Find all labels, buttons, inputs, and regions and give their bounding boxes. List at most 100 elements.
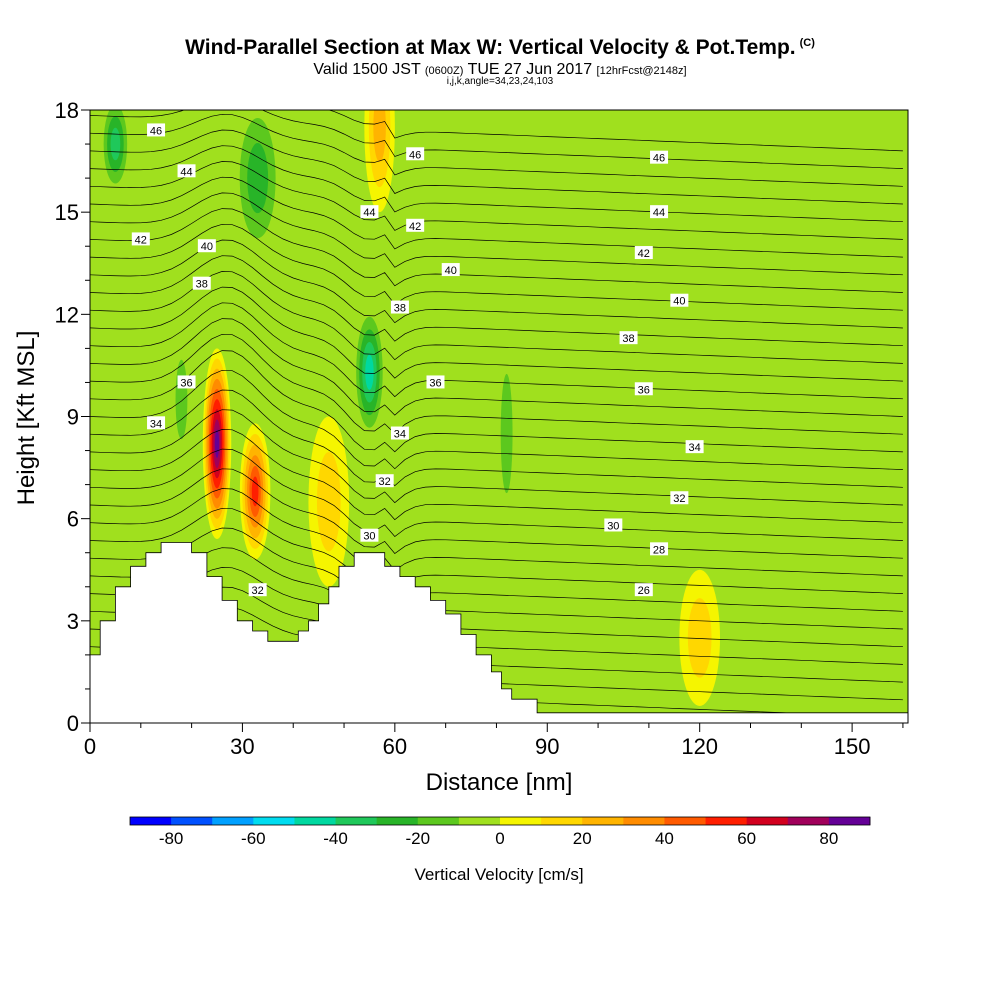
colorbar-swatch (541, 817, 583, 825)
chart-title-text: Wind-Parallel Section at Max W: Vertical… (185, 36, 796, 59)
velocity-cell (679, 569, 721, 706)
colorbar-swatch (500, 817, 542, 825)
svg-text:38: 38 (394, 303, 406, 315)
svg-text:36: 36 (638, 384, 650, 396)
colorbar-tick-label: 20 (573, 829, 592, 848)
colorbar-swatch (253, 817, 295, 825)
velocity-cell (496, 331, 517, 536)
colorbar-swatch (171, 817, 213, 825)
theta-contour-line (90, 110, 903, 169)
colorbar-swatch (294, 817, 336, 825)
colorbar-tick-label: -20 (405, 829, 430, 848)
velocity-band (373, 110, 386, 163)
svg-text:44: 44 (363, 207, 375, 219)
theta-contour-line (90, 409, 903, 506)
theta-contour-line (90, 448, 903, 541)
svg-text:40: 40 (445, 265, 457, 277)
svg-text:30: 30 (607, 520, 619, 532)
contour-label: 34 (390, 426, 409, 441)
contour-label: 30 (360, 528, 379, 543)
svg-text:36: 36 (180, 377, 192, 389)
valid-prefix: Valid 1500 JST (313, 61, 421, 78)
svg-text:32: 32 (252, 585, 264, 597)
svg-text:40: 40 (201, 241, 213, 253)
svg-text:42: 42 (409, 221, 421, 233)
theta-contour-line (90, 507, 903, 594)
terrain (89, 542, 909, 724)
velocity-cell (353, 304, 386, 441)
x-tick-label: 60 (383, 734, 407, 759)
colorbar-swatch (335, 817, 378, 825)
svg-text:34: 34 (394, 429, 406, 441)
colorbar-tick-label: 40 (655, 829, 674, 848)
y-tick-label: 3 (67, 609, 79, 634)
svg-text:42: 42 (135, 234, 147, 246)
contour-labels: 46 44 42 40 38 36 34 46 44 42 40 38 36 34 32 30 32 46 44 42… (131, 123, 704, 597)
theta-contour-line (90, 239, 903, 329)
svg-text:46: 46 (653, 153, 665, 165)
velocity-cell (308, 416, 350, 587)
svg-text:34: 34 (688, 442, 700, 454)
theta-contour-line (327, 110, 903, 152)
velocity-band (247, 143, 269, 214)
contour-label: 26 (634, 583, 653, 597)
colorbar-tick-label: -40 (323, 829, 348, 848)
contour-label: 40 (670, 293, 689, 308)
colorbar-swatch (212, 817, 254, 825)
y-tick-label: 9 (67, 405, 79, 430)
svg-text:44: 44 (180, 166, 192, 178)
velocity-band (175, 359, 188, 440)
contour-label: 36 (177, 375, 196, 389)
theta-contour-line (90, 129, 903, 205)
colorbar-swatch (828, 817, 871, 825)
svg-text:30: 30 (363, 531, 375, 543)
svg-text:38: 38 (622, 333, 634, 345)
colorbar-tick-label: -60 (241, 829, 266, 848)
contour-label: 32 (248, 583, 267, 597)
contour-label: 42 (634, 246, 653, 260)
colorbar-tick-label: 0 (495, 829, 504, 848)
contour-label: 40 (441, 263, 460, 277)
theta-contour-line (90, 369, 903, 470)
colorbar-swatch (623, 817, 665, 825)
x-tick-label: 30 (230, 734, 254, 759)
theta-contour-line (90, 145, 903, 223)
contour-label: 34 (147, 416, 166, 430)
x-tick-label: 150 (834, 734, 871, 759)
y-axis-title: Height [Kft MSL] (13, 331, 40, 506)
colorbar-tick-label: 80 (819, 829, 838, 848)
x-tick-label: 120 (681, 734, 718, 759)
theta-contour-line (90, 468, 903, 559)
x-tick-label: 90 (535, 734, 559, 759)
theta-contour-line (90, 176, 903, 258)
svg-text:34: 34 (150, 418, 162, 430)
valid-utc: (0600Z) (424, 65, 464, 77)
x-axis-title: Distance [nm] (426, 769, 573, 796)
svg-text:32: 32 (379, 476, 391, 488)
theta-contour-line (90, 223, 903, 311)
colorbar-swatch (417, 817, 460, 825)
velocity-band (214, 429, 220, 458)
theta-contour-line (90, 389, 903, 488)
velocity-band (110, 127, 121, 161)
svg-text:40: 40 (673, 296, 685, 308)
theta-contour-line (90, 429, 903, 524)
contour-label: 30 (604, 518, 623, 532)
velocity-band (500, 373, 513, 494)
contour-label: 44 (177, 164, 196, 178)
contour-label: 46 (650, 150, 669, 165)
theta-contour-line (90, 527, 903, 612)
theta-contour-line (90, 567, 903, 648)
y-tick-label: 0 (67, 711, 79, 736)
colorbar-tick-label: 60 (737, 829, 756, 848)
colorbar-swatch (458, 817, 501, 825)
colorbar-swatch (664, 817, 706, 825)
valid-date: TUE 27 Jun 2017 (467, 61, 593, 78)
contour-label: 42 (131, 232, 150, 246)
colorbar-title: Vertical Velocity [cm/s] (414, 865, 583, 884)
colorbar-tick-label: -80 (159, 829, 184, 848)
y-tick-label: 18 (55, 98, 79, 123)
y-axis: 0 3 6 9 12 15 18 (55, 98, 90, 736)
colorbar-swatch (582, 817, 624, 825)
